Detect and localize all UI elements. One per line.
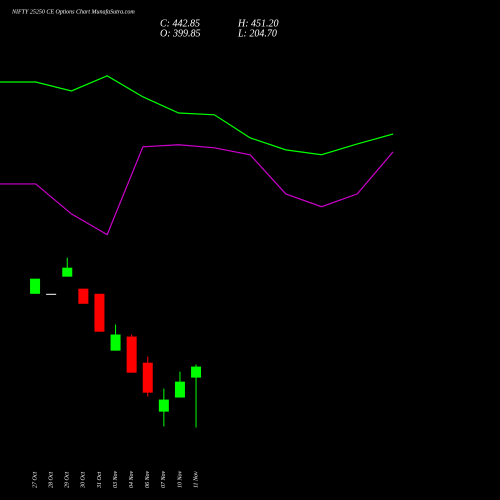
candle-body bbox=[142, 362, 153, 393]
chart-title: NIFTY 25250 CE Options Chart MunafaSutra… bbox=[11, 8, 135, 15]
x-tick-label: 03 Nov bbox=[113, 470, 119, 488]
x-tick-label: 30 Oct bbox=[81, 472, 87, 489]
open-label: O: 399.85 bbox=[160, 28, 201, 39]
x-tick-label: 27 Oct bbox=[32, 472, 38, 488]
line-series bbox=[0, 75, 394, 156]
candle-body bbox=[46, 293, 57, 295]
x-tick-label: 04 Nov bbox=[128, 470, 135, 488]
candle-body bbox=[78, 288, 89, 304]
close-label: C: 442.85 bbox=[160, 18, 200, 29]
low-label: L: 204.70 bbox=[237, 28, 277, 39]
x-tick-label: 10 Nov bbox=[177, 470, 183, 488]
candle-body bbox=[191, 366, 202, 378]
candle-body bbox=[94, 293, 105, 332]
x-tick-label: 28 Oct bbox=[49, 472, 55, 488]
high-label: H: 451.20 bbox=[237, 18, 279, 29]
x-tick-label: 06 Nov bbox=[145, 470, 151, 488]
x-tick-label: 11 Nov bbox=[193, 471, 199, 488]
x-tick-label: 31 Oct bbox=[97, 472, 103, 489]
candle-body bbox=[110, 334, 121, 351]
candle-body bbox=[30, 278, 41, 294]
x-tick-label: 29 Oct bbox=[65, 472, 71, 488]
line-series bbox=[0, 144, 394, 236]
candle-body bbox=[174, 381, 185, 398]
candle-body bbox=[158, 399, 169, 412]
candle-body bbox=[62, 267, 73, 277]
x-tick-label: 07 Nov bbox=[161, 470, 167, 488]
candle-body bbox=[126, 336, 137, 373]
